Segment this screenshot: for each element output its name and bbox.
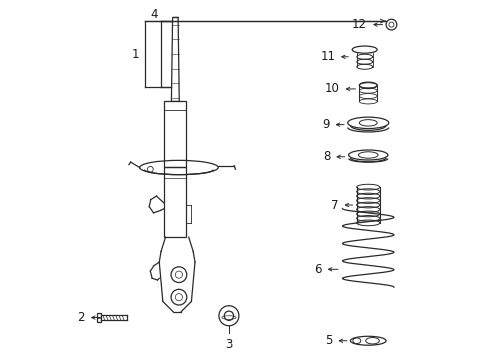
- Text: 6: 6: [314, 263, 322, 276]
- Text: 10: 10: [325, 82, 340, 95]
- Text: 8: 8: [323, 150, 330, 163]
- Text: 3: 3: [225, 338, 233, 351]
- Text: 5: 5: [325, 334, 333, 347]
- Text: 1: 1: [132, 48, 140, 60]
- Text: 2: 2: [77, 311, 85, 324]
- Text: 9: 9: [322, 118, 330, 131]
- Text: 11: 11: [320, 50, 335, 63]
- Text: 7: 7: [331, 198, 339, 212]
- Text: 4: 4: [150, 8, 158, 21]
- Text: 12: 12: [352, 18, 367, 31]
